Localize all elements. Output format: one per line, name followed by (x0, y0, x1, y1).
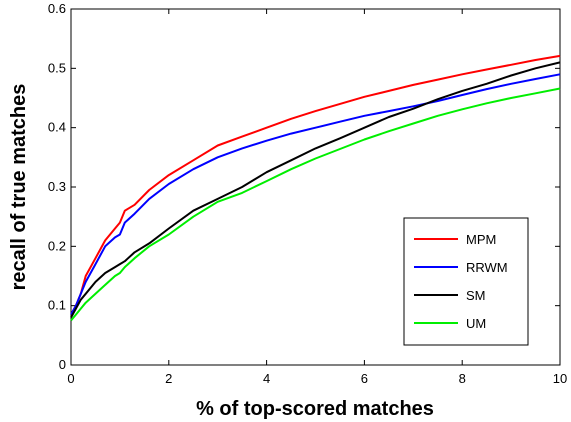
y-tick-label: 0.1 (48, 298, 66, 313)
x-tick-label: 10 (553, 371, 567, 386)
legend-label-sm: SM (466, 288, 486, 303)
y-tick-label: 0.4 (48, 120, 66, 135)
x-tick-label: 2 (165, 371, 172, 386)
y-tick-label: 0.2 (48, 238, 66, 253)
series-line-um (70, 87, 561, 322)
x-tick-label: 6 (361, 371, 368, 386)
x-tick-label: 0 (67, 371, 74, 386)
y-tick-label: 0.6 (48, 1, 66, 16)
series-line-rrwm (70, 73, 561, 316)
x-axis-label: % of top-scored matches (196, 398, 434, 420)
series-line-sm (70, 61, 561, 318)
legend-label-um: UM (466, 316, 486, 331)
x-tick-label: 4 (263, 371, 270, 386)
series-lines (70, 54, 561, 322)
series-line-mpm (70, 54, 561, 316)
y-tick-label: 0.3 (48, 179, 66, 194)
x-tick-label: 8 (459, 371, 466, 386)
x-axis-ticks: 0 2 4 6 8 10 (67, 9, 567, 386)
legend-label-mpm: MPM (466, 232, 496, 247)
legend-label-rrwm: RRWM (466, 260, 508, 275)
legend: MPM RRWM SM UM (403, 217, 529, 346)
y-tick-label: 0 (59, 357, 66, 372)
y-tick-label: 0.5 (48, 60, 66, 75)
y-axis-label: recall of true matches (8, 84, 30, 291)
